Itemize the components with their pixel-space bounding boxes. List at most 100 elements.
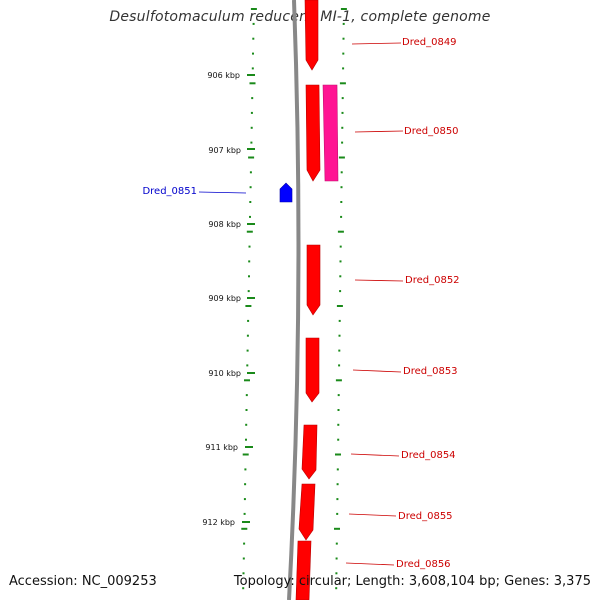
gene-arrow[interactable] — [304, 0, 319, 71]
accession-text: Accession: NC_009253 — [9, 574, 157, 589]
minor-tick-mark — [249, 171, 252, 174]
minor-tick-mark — [246, 349, 249, 352]
gene-dred-0851[interactable]: Dred_0851 — [142, 182, 293, 203]
gene-dred-0849[interactable]: Dred_0849 — [304, 0, 457, 71]
minor-tick-mark — [249, 215, 251, 218]
right-tick-track — [334, 8, 347, 590]
gene-dred-0855[interactable]: Dred_0855 — [298, 483, 453, 541]
gene-dred-0850[interactable]: Dred_0850 — [305, 84, 459, 182]
kbp-tick: 909 kbp — [208, 294, 255, 303]
gene-arrow-pink[interactable] — [322, 84, 339, 182]
minor-tick-mark — [340, 215, 343, 218]
minor-tick-mark — [243, 512, 246, 515]
minor-tick-mark — [248, 245, 251, 248]
minor-tick-mark — [246, 364, 249, 367]
gene-label[interactable]: Dred_0855 — [398, 511, 453, 522]
minor-tick-mark — [247, 319, 250, 322]
gene-label[interactable]: Dred_0849 — [402, 37, 457, 48]
gene-label[interactable]: Dred_0856 — [396, 559, 451, 570]
major-tick-mark — [339, 82, 346, 85]
minor-tick-mark — [337, 394, 340, 397]
gene-label[interactable]: Dred_0853 — [403, 366, 458, 377]
minor-tick-mark — [339, 290, 342, 293]
minor-tick-mark — [342, 67, 345, 70]
minor-tick-mark — [335, 572, 338, 575]
major-tick-mark — [242, 453, 249, 456]
kbp-tick: 907 kbp — [208, 146, 255, 155]
minor-tick-mark — [340, 186, 343, 189]
minor-tick-mark — [339, 260, 342, 263]
minor-tick-mark — [335, 587, 338, 590]
minor-tick-mark — [252, 52, 254, 55]
minor-tick-mark — [250, 111, 253, 114]
gene-arrow[interactable] — [306, 244, 321, 316]
gene-leader-line — [350, 453, 400, 457]
kbp-label: 911 kbp — [205, 443, 238, 452]
minor-tick-mark — [244, 468, 247, 471]
gene-dred-0853[interactable]: Dred_0853 — [305, 337, 458, 403]
major-tick-mark — [241, 527, 248, 530]
minor-tick-mark — [245, 409, 248, 411]
major-tick-mark — [249, 82, 256, 85]
gene-leader-line — [351, 42, 402, 45]
minor-tick-mark — [342, 22, 345, 25]
gene-label[interactable]: Dred_0854 — [401, 450, 456, 461]
minor-tick-mark — [248, 275, 250, 278]
gene-dred-0852[interactable]: Dred_0852 — [306, 244, 460, 316]
kbp-label: 907 kbp — [208, 146, 241, 155]
minor-tick-mark — [340, 171, 343, 174]
gene-arrow[interactable] — [295, 540, 312, 600]
gene-arrow[interactable] — [305, 84, 321, 182]
gene-label[interactable]: Dred_0852 — [405, 275, 460, 286]
minor-tick-mark — [247, 290, 250, 293]
minor-tick-mark — [249, 201, 252, 203]
gene-arrow[interactable] — [298, 483, 316, 541]
minor-tick-mark — [338, 364, 341, 367]
topology-text: Topology: circular; Length: 3,608,104 bp… — [233, 574, 591, 589]
gene-arrow[interactable] — [279, 182, 293, 203]
minor-tick-mark — [242, 572, 245, 575]
kbp-tick: 912 kbp — [202, 518, 250, 527]
minor-tick-mark — [252, 37, 255, 40]
minor-tick-mark — [252, 22, 255, 25]
minor-tick-mark — [251, 97, 254, 100]
minor-tick-mark — [242, 587, 245, 590]
major-tick-mark — [335, 453, 341, 456]
gene-label[interactable]: Dred_0850 — [404, 126, 459, 137]
minor-tick-mark — [338, 334, 341, 337]
major-tick-mark — [335, 379, 342, 382]
kbp-label: 906 kbp — [207, 71, 240, 80]
gene-leader-line — [198, 191, 247, 194]
map-title: Desulfotomaculum reducens MI-1, complete… — [109, 9, 491, 25]
gene-leader-line — [354, 279, 404, 282]
minor-tick-mark — [341, 126, 344, 129]
gene-label[interactable]: Dred_0851 — [142, 186, 197, 197]
minor-tick-mark — [339, 275, 342, 278]
minor-tick-mark — [342, 52, 345, 55]
minor-tick-mark — [337, 409, 340, 411]
minor-tick-mark — [336, 483, 339, 486]
kbp-label: 909 kbp — [208, 294, 241, 303]
major-tick-mark — [250, 8, 257, 10]
minor-tick-mark — [342, 37, 345, 40]
kbp-label: 912 kbp — [202, 518, 235, 527]
minor-tick-mark — [335, 542, 338, 545]
kbp-label: 910 kbp — [208, 369, 241, 378]
minor-tick-mark — [340, 201, 343, 203]
minor-tick-mark — [337, 423, 340, 426]
gene-arrow[interactable] — [301, 424, 318, 480]
minor-tick-mark — [250, 126, 253, 129]
minor-tick-mark — [243, 498, 246, 501]
gene-track: Dred_0849 Dred_0850 Dred_0851 Dred_0852 … — [142, 0, 460, 600]
minor-tick-mark — [336, 512, 339, 515]
gene-dred-0856[interactable]: Dred_0856 — [295, 540, 451, 600]
gene-dred-0854[interactable]: Dred_0854 — [301, 424, 456, 480]
major-tick-mark — [244, 379, 250, 382]
gene-arrow[interactable] — [305, 337, 320, 403]
minor-tick-mark — [249, 186, 252, 189]
kbp-tick: 908 kbp — [208, 220, 255, 229]
kbp-tick: 910 kbp — [208, 369, 255, 378]
gene-leader-line — [354, 130, 404, 133]
minor-tick-mark — [245, 423, 248, 426]
